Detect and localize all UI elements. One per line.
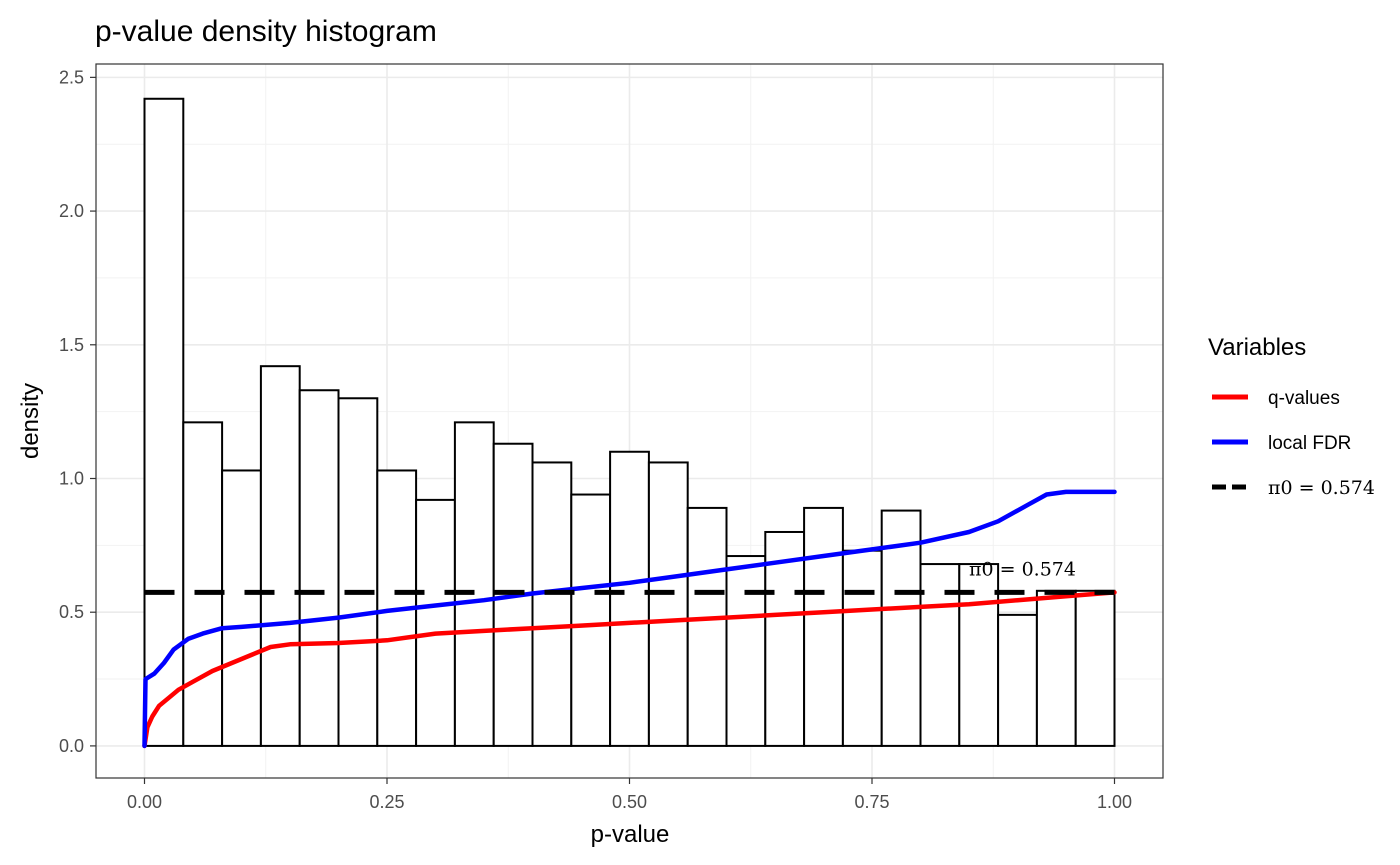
histogram-bar <box>531 461 573 747</box>
histogram-bar <box>415 498 456 747</box>
histogram-bar <box>1074 589 1116 747</box>
histogram-bar <box>764 530 806 747</box>
y-tick-label: 0.0 <box>59 736 84 756</box>
legend-label: local FDR <box>1268 433 1351 454</box>
histogram-bars <box>143 97 1116 747</box>
y-tick-label: 2.5 <box>59 67 84 87</box>
histogram-bar <box>803 506 844 747</box>
y-tick-label: 1.5 <box>59 335 84 355</box>
legend-title: Variables <box>1208 334 1306 361</box>
x-tick-label: 0.75 <box>854 792 889 812</box>
chart-title: p-value density histogram <box>95 15 437 48</box>
y-tick-label: 0.5 <box>59 602 84 622</box>
y-axis: 0.0 0.5 1.0 1.5 2.0 2.5 <box>59 67 96 756</box>
legend-label: π0 = 0.574 <box>1268 477 1375 499</box>
x-axis-title: p-value <box>591 821 670 848</box>
x-tick-label: 0.50 <box>612 792 647 812</box>
series-lines <box>142 489 1117 749</box>
local-fdr-line <box>142 489 1117 749</box>
legend-label: q-values <box>1268 388 1340 409</box>
x-tick-label: 0.00 <box>127 792 162 812</box>
y-axis-title: density <box>17 383 44 459</box>
x-axis: 0.00 0.25 0.50 0.75 1.00 <box>127 778 1132 812</box>
histogram-bar <box>570 493 612 747</box>
histogram-bar <box>298 389 340 747</box>
legend: Variables q-values local FDR π0 = 0.574 <box>1208 334 1375 499</box>
histogram-bar <box>1035 589 1077 747</box>
pi0-annotation: π0 = 0.574 <box>969 558 1076 580</box>
histogram-bar <box>686 506 728 747</box>
histogram-bar <box>337 397 379 747</box>
histogram-bar <box>453 421 495 747</box>
histogram-bar <box>609 450 650 747</box>
histogram-bar <box>221 469 262 747</box>
x-tick-label: 0.25 <box>369 792 404 812</box>
histogram-bar <box>725 555 767 747</box>
y-tick-label: 1.0 <box>59 468 84 488</box>
y-tick-label: 2.0 <box>59 201 84 221</box>
histogram-bar <box>841 549 883 747</box>
histogram-bar <box>647 461 689 747</box>
q-values-line <box>142 590 1117 749</box>
histogram-bar <box>143 97 185 747</box>
x-tick-label: 1.00 <box>1097 792 1132 812</box>
histogram-bar <box>997 613 1038 747</box>
histogram-bar <box>182 421 224 747</box>
histogram-bar <box>259 365 301 747</box>
